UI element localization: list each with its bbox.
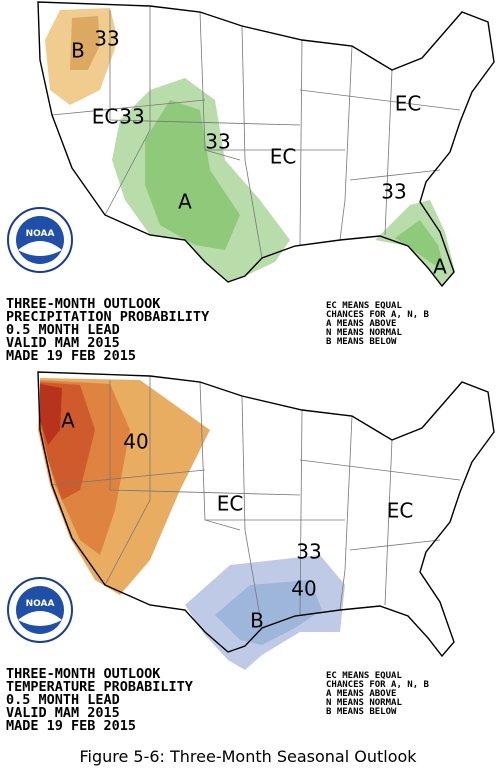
legend-line: B MEANS BELOW <box>326 337 397 347</box>
outlook-title-line: MADE 19 FEB 2015 <box>6 718 136 734</box>
state-line <box>104 376 151 586</box>
legend-line: EC MEANS EQUAL <box>326 301 402 311</box>
state-line <box>299 409 303 616</box>
caption: Figure 5-6: Three-Month Seasonal Outlook <box>79 747 417 766</box>
region-label: EC <box>217 492 244 516</box>
state-line <box>51 99 206 116</box>
state-line <box>51 469 206 486</box>
region-label: 33 <box>381 180 406 204</box>
legend-line: N MEANS NORMAL <box>326 328 402 338</box>
state-line <box>109 119 301 126</box>
region-label: 33 <box>119 105 144 129</box>
logo-disc <box>16 586 64 634</box>
logo-text: NOAA <box>26 599 55 609</box>
legend-line: N MEANS NORMAL <box>326 698 402 708</box>
legend-line: CHANCES FOR A, N, B <box>326 680 430 690</box>
state-line <box>299 89 461 111</box>
state-line <box>241 395 263 629</box>
us-outline <box>37 371 495 658</box>
probability-region <box>215 580 322 645</box>
state-line <box>339 45 353 241</box>
outlook-title-line: THREE-MONTH OUTLOOK <box>6 296 161 312</box>
outlook-title-line: PRECIPITATION PROBABILITY <box>6 309 210 325</box>
outlook-title-line: VALID MAM 2015 <box>6 705 120 721</box>
state-line <box>384 69 393 236</box>
region-label: EC <box>395 92 422 116</box>
legend-line: EC MEANS EQUAL <box>326 671 402 681</box>
logo-disc <box>16 216 64 264</box>
state-line <box>349 169 441 181</box>
state-line <box>384 439 393 606</box>
region-label: 40 <box>123 430 148 454</box>
state-line <box>109 489 301 496</box>
state-line <box>104 6 151 216</box>
legend-line: A MEANS ABOVE <box>326 319 396 329</box>
region-label: 33 <box>94 27 119 51</box>
logo-bird <box>18 611 62 626</box>
legend-line: A MEANS ABOVE <box>326 689 396 699</box>
probability-region <box>40 384 62 445</box>
state-line <box>349 539 441 551</box>
outlook-title-line: MADE 19 FEB 2015 <box>6 348 136 364</box>
legend-line: CHANCES FOR A, N, B <box>326 310 430 320</box>
outlook-map: A 40 EC EC 33 40 B NOAA THREE-MONTH OUTLOOKTEMPE… <box>0 370 496 740</box>
us-outline <box>37 1 495 288</box>
outlook-title-line: 0.5 MONTH LEAD <box>6 692 120 708</box>
outlook-title-line: THREE-MONTH OUTLOOK <box>6 666 161 682</box>
region-label: EC <box>270 145 297 169</box>
logo-bird <box>18 241 62 256</box>
state-line <box>299 39 303 246</box>
region-label: 33 <box>205 130 230 154</box>
region-label: 40 <box>291 577 316 601</box>
region-label: 33 <box>296 540 321 564</box>
probability-region <box>395 220 445 272</box>
probability-region <box>70 16 100 70</box>
region-label: B <box>250 609 264 633</box>
region-label: A <box>61 409 75 433</box>
outlook-title-line: VALID MAM 2015 <box>6 335 120 351</box>
logo-text: NOAA <box>26 229 55 239</box>
region-label: B <box>71 39 85 63</box>
region-label: A <box>178 190 192 214</box>
legend-line: B MEANS BELOW <box>326 707 397 717</box>
probability-region <box>145 100 240 250</box>
outlook-title-line: TEMPERATURE PROBABILITY <box>6 679 194 695</box>
outlook-title-line: 0.5 MONTH LEAD <box>6 322 120 338</box>
region-label: EC <box>387 499 414 523</box>
state-line <box>241 25 263 259</box>
state-line <box>299 459 461 481</box>
region-label: EC <box>92 105 119 129</box>
region-label: A <box>433 255 447 279</box>
state-line <box>339 415 353 611</box>
